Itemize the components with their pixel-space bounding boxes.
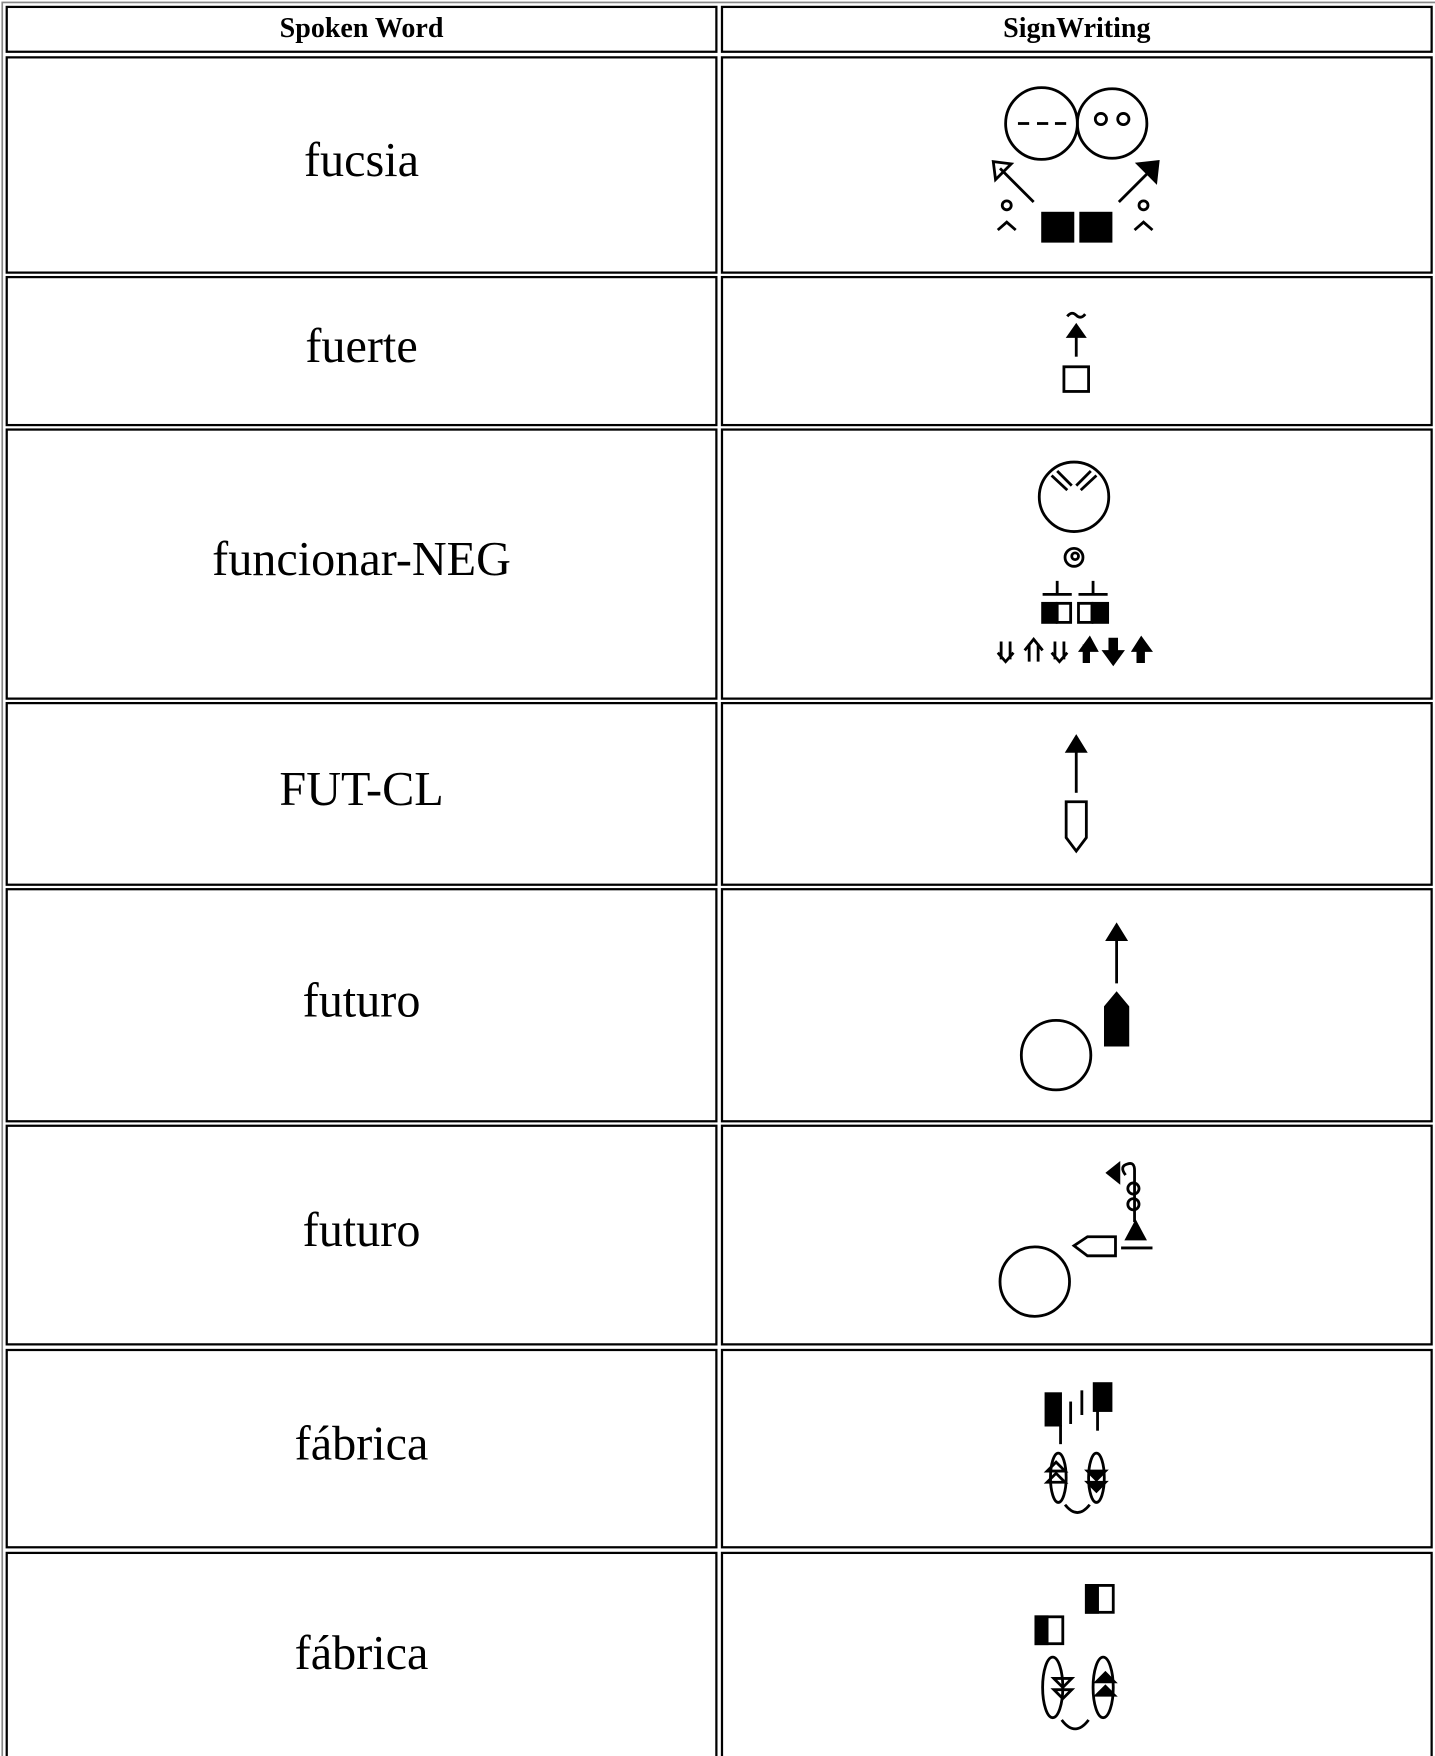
glyph [996,460,1153,667]
spoken-word: funcionar-NEG [212,533,511,586]
cell-border [5,5,718,53]
cell-border [5,1551,718,1756]
column-header: SignWriting [1003,13,1150,44]
cell-border [720,701,1433,886]
cell-border [5,275,718,427]
glyph [1019,922,1130,1092]
glyph [1062,311,1090,393]
cell-border [5,888,718,1123]
glyph [1034,1584,1118,1731]
cell-border [5,1348,718,1549]
cell-border [720,1124,1433,1346]
cell-border [720,275,1433,427]
cell-border [720,428,1433,700]
cell-border [720,1551,1433,1756]
spoken-word: fábrica [295,1418,429,1471]
cell-border [5,701,718,886]
spoken-word: futuro [303,974,421,1027]
spoken-word: futuro [303,1204,421,1257]
spoken-word: fuerte [305,320,417,373]
glyph [991,86,1160,243]
glyph [998,1160,1153,1318]
glyph [1043,1382,1113,1514]
spoken-word: fábrica [295,1627,429,1680]
cell-border [720,5,1433,53]
cell-border [720,56,1433,274]
cell-border [5,1124,718,1346]
signwriting-glyphs [991,86,1160,1731]
cell-border [5,56,718,274]
cell-border [5,428,718,700]
cell-border [720,888,1433,1123]
column-header: Spoken Word [280,13,444,44]
spoken-word: FUT-CL [279,763,443,816]
glyph [1064,734,1088,854]
spoken-word: fucsia [304,134,419,187]
cell-border [720,1348,1433,1549]
